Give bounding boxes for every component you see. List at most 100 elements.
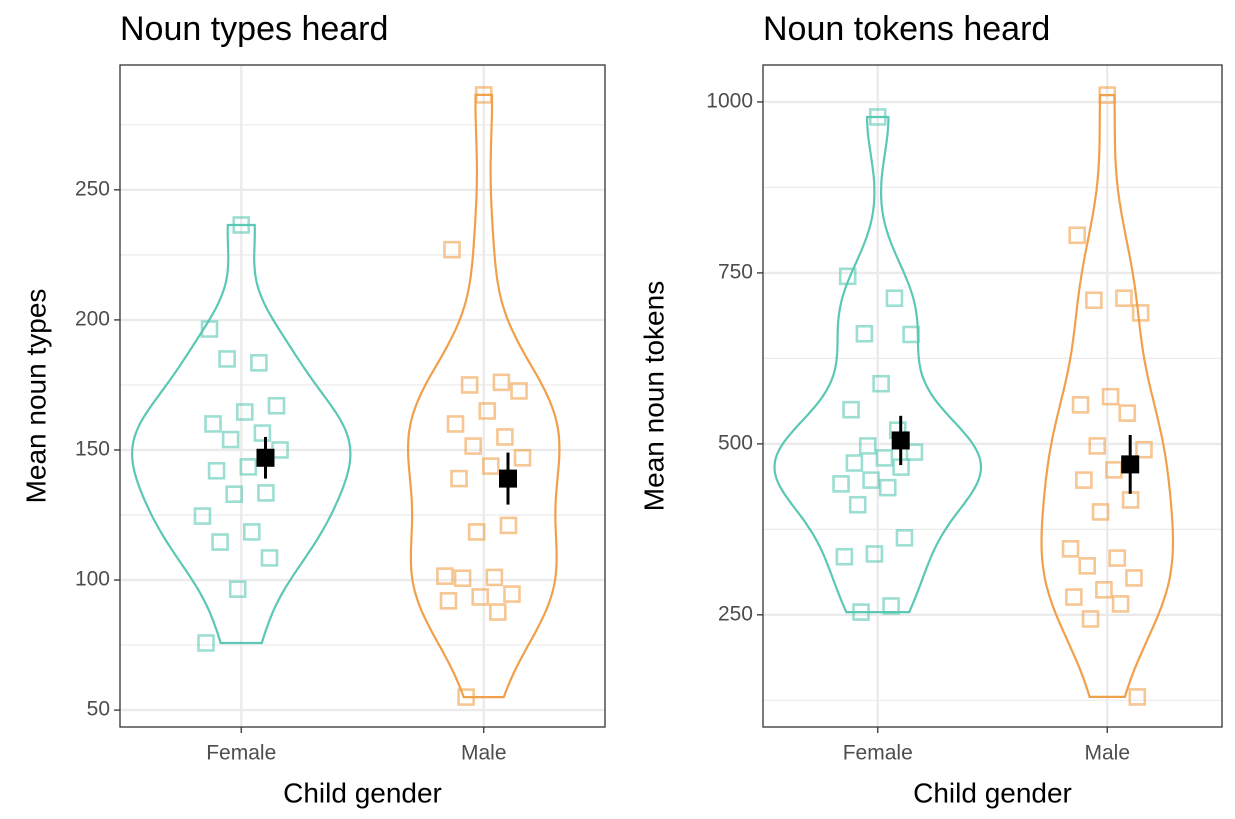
chart-title: Noun types heard — [120, 10, 388, 48]
data-point — [852, 603, 870, 621]
y-tick-label: 750 — [718, 260, 753, 283]
data-point — [838, 267, 857, 286]
data-point — [467, 523, 486, 541]
data-point — [197, 634, 215, 652]
mean-point — [256, 448, 275, 467]
data-point — [239, 458, 258, 476]
data-point — [882, 597, 900, 615]
data-point — [457, 688, 475, 706]
data-point — [250, 354, 268, 372]
data-point — [464, 437, 482, 455]
x-tick-label: Male — [1084, 742, 1130, 765]
data-point — [865, 545, 884, 563]
data-point — [885, 289, 904, 308]
data-point — [1081, 610, 1100, 628]
y-axis-label: Mean noun types — [20, 289, 51, 504]
panel-border — [762, 64, 1223, 728]
data-point — [1108, 549, 1127, 567]
data-point — [207, 461, 226, 480]
data-point — [193, 507, 212, 525]
data-point — [460, 376, 479, 394]
data-point — [446, 415, 465, 433]
data-point — [1091, 503, 1110, 521]
mean-point — [891, 431, 910, 450]
y-tick-label: 200 — [75, 307, 110, 330]
data-point — [905, 443, 924, 461]
data-point — [1101, 387, 1120, 406]
data-point — [1135, 440, 1153, 459]
data-point — [200, 320, 219, 338]
data-point — [499, 516, 518, 535]
data-point — [1088, 437, 1107, 455]
data-point — [878, 478, 897, 497]
data-point — [510, 382, 528, 400]
panel-background — [763, 65, 1222, 727]
data-point — [862, 471, 880, 489]
y-tick-label: 250 — [718, 602, 753, 625]
x-tick-label: Male — [461, 742, 507, 765]
data-point — [257, 484, 275, 502]
y-tick-label: 100 — [75, 568, 110, 591]
data-point — [902, 325, 920, 344]
y-tick-label: 1000 — [706, 89, 753, 112]
data-point — [832, 475, 850, 493]
data-point — [848, 495, 867, 514]
y-tick-label: 500 — [718, 431, 753, 454]
data-point — [868, 108, 887, 126]
data-point — [436, 567, 454, 585]
data-point — [842, 400, 860, 419]
data-point — [1098, 86, 1117, 104]
x-tick-label: Female — [843, 742, 913, 765]
data-point — [478, 402, 497, 420]
data-point — [503, 585, 521, 603]
data-point — [232, 216, 251, 234]
mean-point — [1121, 455, 1140, 474]
data-point — [221, 430, 240, 449]
data-point — [1065, 588, 1083, 606]
data-point — [471, 588, 490, 606]
y-axis-label: Mean noun tokens — [638, 281, 669, 511]
data-point — [875, 449, 894, 467]
data-point — [489, 603, 507, 621]
data-point — [1131, 304, 1150, 322]
violin — [130, 223, 352, 645]
data-point — [443, 240, 461, 259]
data-point — [1061, 540, 1080, 558]
data-point — [1068, 226, 1087, 245]
y-tick-label: 150 — [75, 438, 110, 461]
data-point — [235, 403, 254, 421]
x-tick-label: Female — [206, 742, 276, 765]
data-point — [1118, 404, 1137, 422]
data-point — [1085, 291, 1103, 310]
data-point — [496, 428, 514, 446]
data-point — [1125, 569, 1143, 587]
data-point — [855, 324, 874, 343]
data-point — [439, 592, 458, 610]
data-point — [204, 415, 222, 433]
data-point — [1095, 581, 1113, 599]
data-point — [492, 373, 511, 392]
panel-background — [120, 65, 605, 727]
y-tick-label: 50 — [87, 698, 110, 721]
data-point — [228, 580, 247, 598]
data-point — [218, 350, 236, 368]
data-point — [872, 374, 890, 393]
data-point — [835, 547, 854, 566]
data-point — [482, 457, 500, 475]
data-point — [1075, 471, 1093, 489]
data-point — [243, 523, 261, 541]
data-point — [513, 448, 532, 467]
mean-point — [499, 469, 517, 488]
data-point — [1111, 595, 1130, 613]
data-point — [1115, 289, 1133, 308]
data-point — [1078, 557, 1097, 575]
y-tick-label: 250 — [75, 177, 110, 200]
data-point — [267, 396, 286, 415]
data-point — [895, 529, 914, 547]
x-axis-label: Child gender — [913, 777, 1072, 808]
panel-border — [119, 64, 606, 728]
data-point — [453, 569, 472, 588]
violin — [773, 115, 983, 614]
data-point — [1128, 688, 1147, 706]
